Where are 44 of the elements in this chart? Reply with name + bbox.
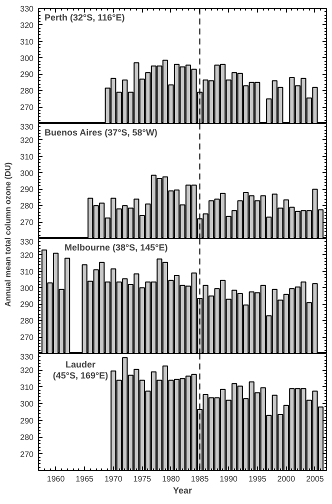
y-tick-label: 280: [20, 202, 34, 211]
text: Melbourne (38°S, 145°E): [64, 242, 168, 252]
text: Perth (32°S, 116°E): [44, 12, 125, 22]
x-tick-label: 1995: [248, 474, 267, 484]
y-tick-label: 280: [20, 86, 34, 96]
x-tick-label: 1980: [162, 474, 180, 484]
y-tick-label: 320: [20, 136, 34, 145]
x-tick-label: 2000: [277, 474, 296, 484]
y-tick-label: 300: [20, 54, 34, 63]
y-tick-label: 310: [20, 267, 34, 276]
y-tick-label: 270: [20, 103, 34, 112]
x-tick-label: 1965: [76, 474, 94, 484]
x-tick-label: 1985: [190, 474, 210, 484]
x-axis-title: Year: [172, 486, 193, 496]
x-tick-label: 1970: [104, 474, 123, 484]
y-tick-label: 310: [20, 152, 34, 162]
y-tick-label: 330: [20, 352, 34, 362]
y-tick-label: 310: [20, 37, 34, 46]
text: Buenos Aires (37°S, 58°W): [44, 128, 158, 138]
y-tick-label: 290: [20, 185, 34, 194]
y-tick-label: 280: [20, 433, 34, 442]
y-tick-label: 320: [20, 366, 34, 376]
y-tick-label: 290: [20, 300, 34, 310]
text: Lauder (45°S, 169°E): [52, 360, 108, 380]
y-tick-label: 300: [20, 284, 34, 293]
y-tick-label: 270: [20, 218, 34, 228]
y-tick-label: 300: [20, 168, 34, 178]
y-tick-label: 330: [20, 122, 34, 132]
y-tick-label: 290: [20, 70, 34, 80]
x-tick-label: 1975: [133, 474, 152, 484]
y-tick-label: 270: [20, 333, 34, 342]
x-tick-label: 1960: [46, 474, 66, 484]
y-tick-label: 310: [20, 382, 34, 392]
y-tick-label: 320: [20, 20, 34, 30]
y-tick-label: 270: [20, 450, 34, 459]
y-axis-title: Annual mean total column ozone (DU): [4, 162, 13, 307]
y-tick-label: 290: [20, 416, 34, 426]
y-tick-label: 330: [20, 238, 34, 246]
x-tick-label: 1990: [220, 474, 238, 484]
y-tick-label: 280: [20, 316, 34, 326]
y-tick-label: 300: [20, 400, 34, 409]
x-tick-label: 2005: [306, 474, 324, 484]
y-tick-label: 320: [20, 250, 34, 260]
y-tick-label: 330: [20, 4, 34, 14]
